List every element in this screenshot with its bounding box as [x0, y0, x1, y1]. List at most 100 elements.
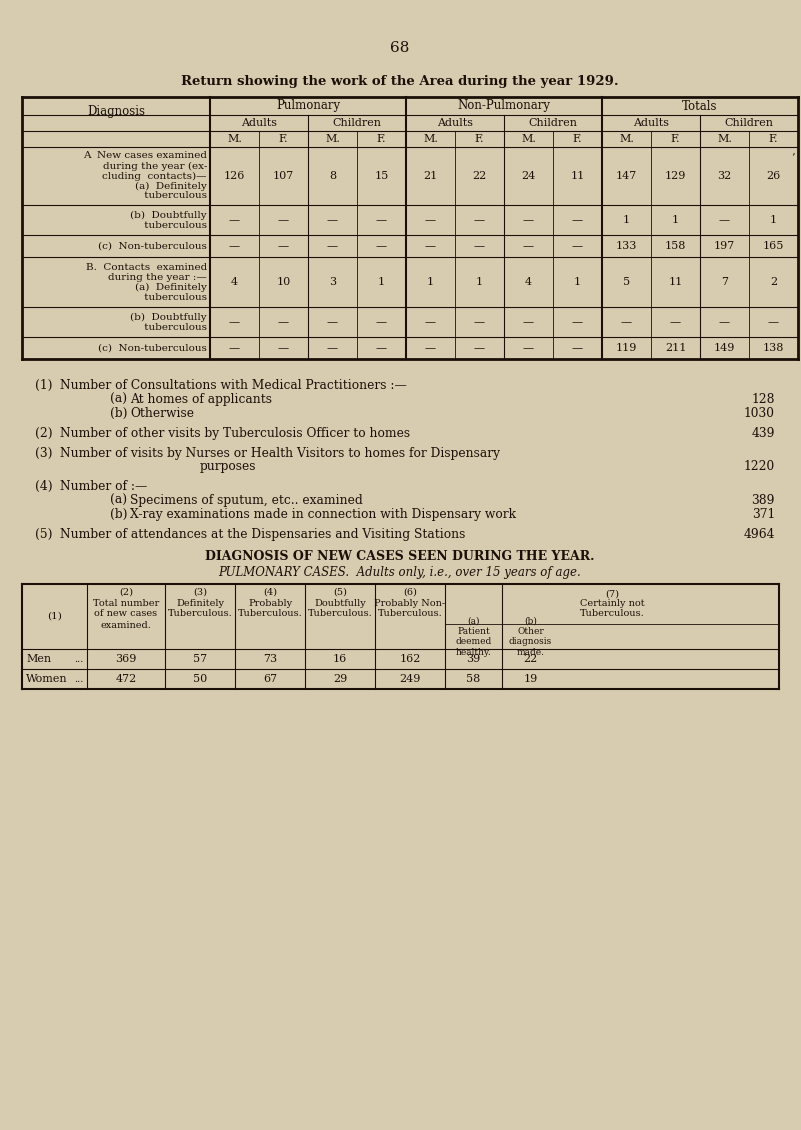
Text: —: — — [229, 215, 240, 225]
Text: 472: 472 — [115, 673, 137, 684]
Text: 1: 1 — [623, 215, 630, 225]
Text: (3): (3) — [193, 588, 207, 597]
Text: Number of Consultations with Medical Practitioners :—: Number of Consultations with Medical Pra… — [60, 379, 407, 392]
Text: 5: 5 — [623, 277, 630, 287]
Text: Tuberculous.: Tuberculous. — [167, 609, 232, 618]
Text: M.: M. — [717, 134, 732, 144]
Text: Women: Women — [26, 673, 67, 684]
Text: 389: 389 — [751, 494, 775, 507]
Text: 249: 249 — [400, 673, 421, 684]
Text: 4: 4 — [231, 277, 238, 287]
Text: tuberculous: tuberculous — [115, 220, 207, 229]
Text: —: — — [327, 344, 338, 353]
Text: ’: ’ — [791, 153, 795, 162]
Text: 11: 11 — [570, 171, 585, 181]
Text: 119: 119 — [616, 344, 637, 353]
Text: —: — — [572, 215, 583, 225]
Text: M.: M. — [423, 134, 438, 144]
Text: 2: 2 — [770, 277, 777, 287]
Text: Number of attendances at the Dispensaries and Visiting Stations: Number of attendances at the Dispensarie… — [60, 528, 465, 541]
Text: 10: 10 — [276, 277, 291, 287]
Text: ...: ... — [74, 654, 83, 663]
Text: —: — — [621, 318, 632, 327]
Text: 439: 439 — [751, 427, 775, 440]
Text: 11: 11 — [668, 277, 682, 287]
Text: —: — — [719, 318, 730, 327]
Text: At homes of applicants: At homes of applicants — [130, 393, 272, 406]
Text: (2): (2) — [119, 588, 133, 597]
Text: 19: 19 — [523, 673, 537, 684]
Text: 211: 211 — [665, 344, 686, 353]
Text: 107: 107 — [273, 171, 294, 181]
Text: (2): (2) — [35, 427, 53, 440]
Text: (1): (1) — [35, 379, 53, 392]
Text: F.: F. — [376, 134, 386, 144]
Text: 58: 58 — [466, 673, 481, 684]
Text: 22: 22 — [523, 654, 537, 664]
Text: 1: 1 — [672, 215, 679, 225]
Text: 67: 67 — [263, 673, 277, 684]
Text: during the year (ex-: during the year (ex- — [103, 162, 207, 171]
Text: 369: 369 — [115, 654, 137, 664]
Text: (4): (4) — [263, 588, 277, 597]
Text: ...: ... — [74, 675, 83, 684]
Text: —: — — [572, 241, 583, 251]
Text: Total number: Total number — [93, 599, 159, 608]
Text: 1: 1 — [476, 277, 483, 287]
Text: 1030: 1030 — [744, 407, 775, 420]
Text: (a)
Patient
deemed
healthy.: (a) Patient deemed healthy. — [456, 616, 492, 657]
Text: Totals: Totals — [682, 99, 718, 113]
Text: —: — — [572, 318, 583, 327]
Text: 126: 126 — [223, 171, 245, 181]
Text: 1: 1 — [770, 215, 777, 225]
Text: (6): (6) — [403, 588, 417, 597]
Text: (a): (a) — [110, 393, 127, 406]
Text: Number of other visits by Tuberculosis Officer to homes: Number of other visits by Tuberculosis O… — [60, 427, 410, 440]
Text: cluding  contacts)—: cluding contacts)— — [103, 172, 207, 181]
Text: M.: M. — [619, 134, 634, 144]
Text: 57: 57 — [193, 654, 207, 664]
Text: —: — — [425, 241, 436, 251]
Text: —: — — [523, 215, 534, 225]
Text: 26: 26 — [767, 171, 781, 181]
Text: M.: M. — [521, 134, 536, 144]
Text: Number of :—: Number of :— — [60, 480, 147, 493]
Text: X-ray examinations made in connection with Dispensary work: X-ray examinations made in connection wi… — [130, 508, 516, 521]
Text: Doubtfully: Doubtfully — [314, 599, 366, 608]
Text: 129: 129 — [665, 171, 686, 181]
Text: F.: F. — [279, 134, 288, 144]
Text: Pulmonary: Pulmonary — [276, 99, 340, 113]
Text: 4: 4 — [525, 277, 532, 287]
Text: (7): (7) — [605, 590, 619, 599]
Text: —: — — [523, 318, 534, 327]
Text: (5): (5) — [333, 588, 347, 597]
Text: Children: Children — [724, 118, 774, 128]
Text: —: — — [229, 241, 240, 251]
Text: —: — — [768, 318, 779, 327]
Text: M.: M. — [325, 134, 340, 144]
Text: —: — — [278, 215, 289, 225]
Text: 165: 165 — [763, 241, 784, 251]
Text: tuberculous: tuberculous — [115, 293, 207, 302]
Text: 7: 7 — [721, 277, 728, 287]
Text: 16: 16 — [333, 654, 347, 664]
Text: —: — — [572, 344, 583, 353]
Text: Number of visits by Nurses or Health Visitors to homes for Dispensary: Number of visits by Nurses or Health Vis… — [60, 447, 500, 460]
Text: Adults: Adults — [437, 118, 473, 128]
Text: (c)  Non-tuberculous: (c) Non-tuberculous — [85, 242, 207, 251]
Text: Tuberculous.: Tuberculous. — [377, 609, 442, 618]
Text: 1: 1 — [427, 277, 434, 287]
Text: Children: Children — [332, 118, 381, 128]
Text: (b)  Doubtfully: (b) Doubtfully — [118, 312, 207, 322]
Text: —: — — [278, 318, 289, 327]
Text: —: — — [523, 344, 534, 353]
Text: during the year :—: during the year :— — [108, 272, 207, 281]
Text: 128: 128 — [751, 393, 775, 406]
Text: 24: 24 — [521, 171, 536, 181]
Text: (b)  Doubtfully: (b) Doubtfully — [118, 210, 207, 219]
Text: —: — — [719, 215, 730, 225]
Text: —: — — [523, 241, 534, 251]
Text: —: — — [278, 241, 289, 251]
Text: (a): (a) — [110, 494, 127, 507]
Text: —: — — [278, 344, 289, 353]
